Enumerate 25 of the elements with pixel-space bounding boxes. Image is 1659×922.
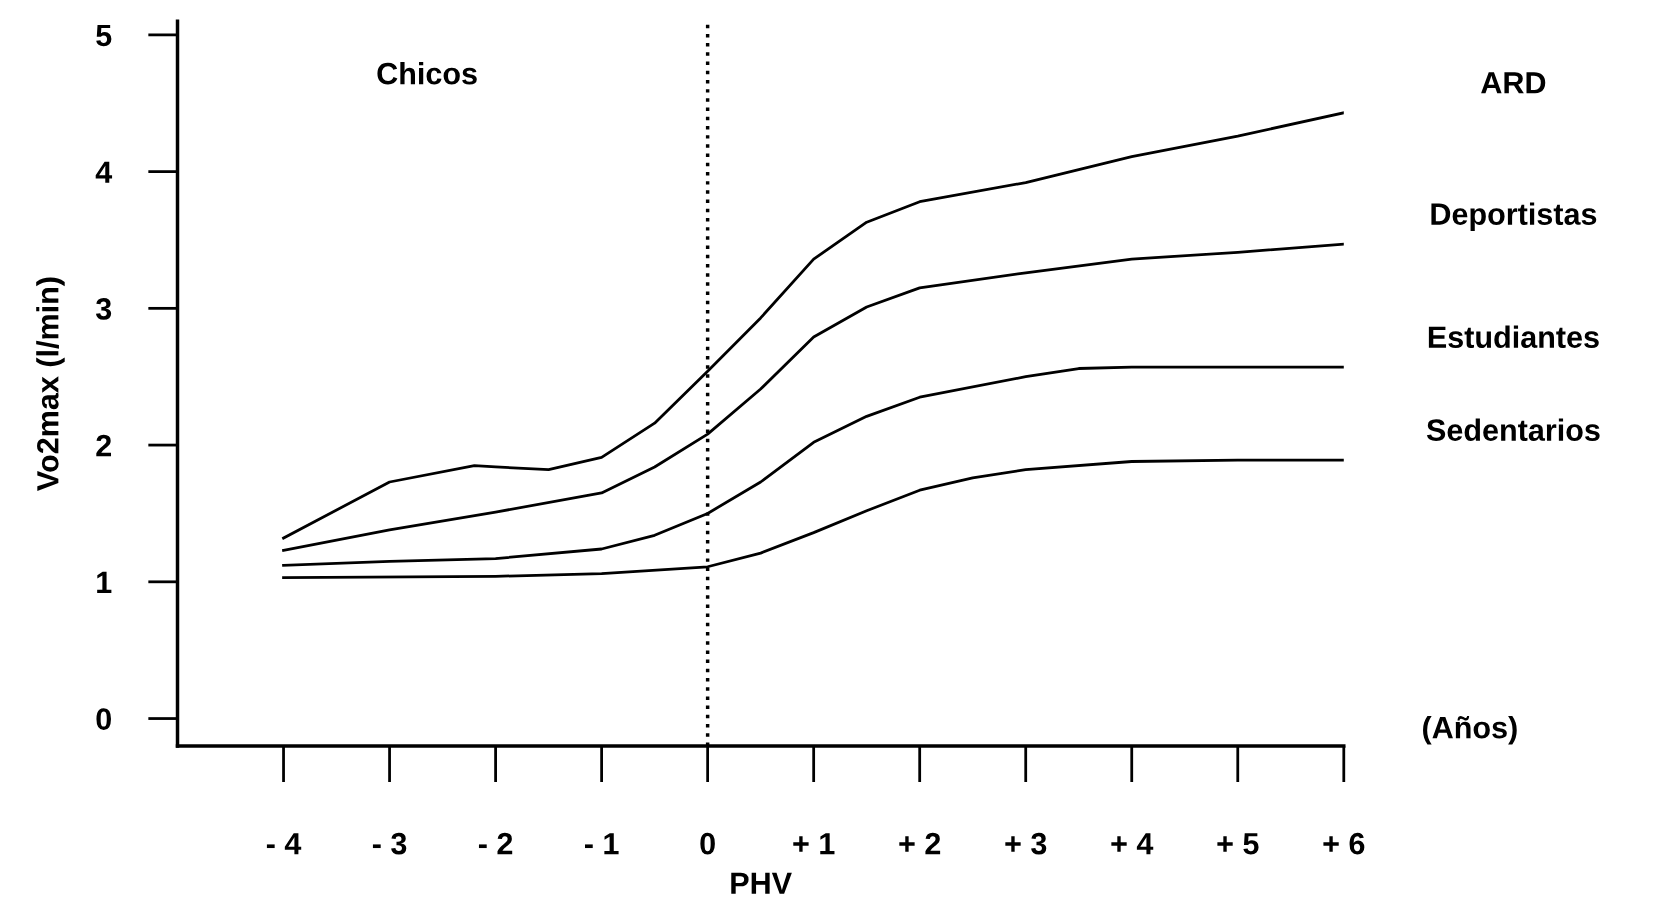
text: (Años)	[1423, 715, 1517, 745]
y-tick-label: 1	[97, 571, 112, 593]
x-tick-label: + 3	[1005, 832, 1047, 855]
x-tick-label: 0	[700, 832, 715, 855]
x-tick-label: - 2	[478, 832, 513, 855]
text: Deportistas	[1431, 202, 1597, 231]
x-tick-label: + 2	[899, 832, 941, 855]
y-tick-label: 4	[95, 161, 113, 183]
y-tick-label: 3	[95, 298, 112, 320]
text: ARD	[1481, 72, 1546, 94]
annotation: Chicos	[377, 62, 477, 85]
x-tick-label: - 1	[584, 833, 619, 855]
text: Estudiantes	[1428, 325, 1599, 348]
y-tick-label: 2	[96, 434, 112, 457]
y-axis-title: Vo2max (l/min)	[36, 277, 65, 491]
y-tick-label: 0	[96, 708, 111, 730]
x-tick-label: - 4	[266, 833, 302, 855]
x-tick-label: + 6	[1323, 832, 1365, 855]
text: Sedentarios	[1426, 418, 1600, 441]
x-tick-label: + 1	[793, 833, 835, 855]
x-tick-label: + 4	[1111, 833, 1154, 855]
x-tick-label: + 5	[1217, 833, 1259, 855]
x-axis-title: PHV	[731, 872, 792, 894]
x-tick-label: - 3	[372, 832, 407, 855]
y-tick-label: 5	[96, 24, 112, 47]
